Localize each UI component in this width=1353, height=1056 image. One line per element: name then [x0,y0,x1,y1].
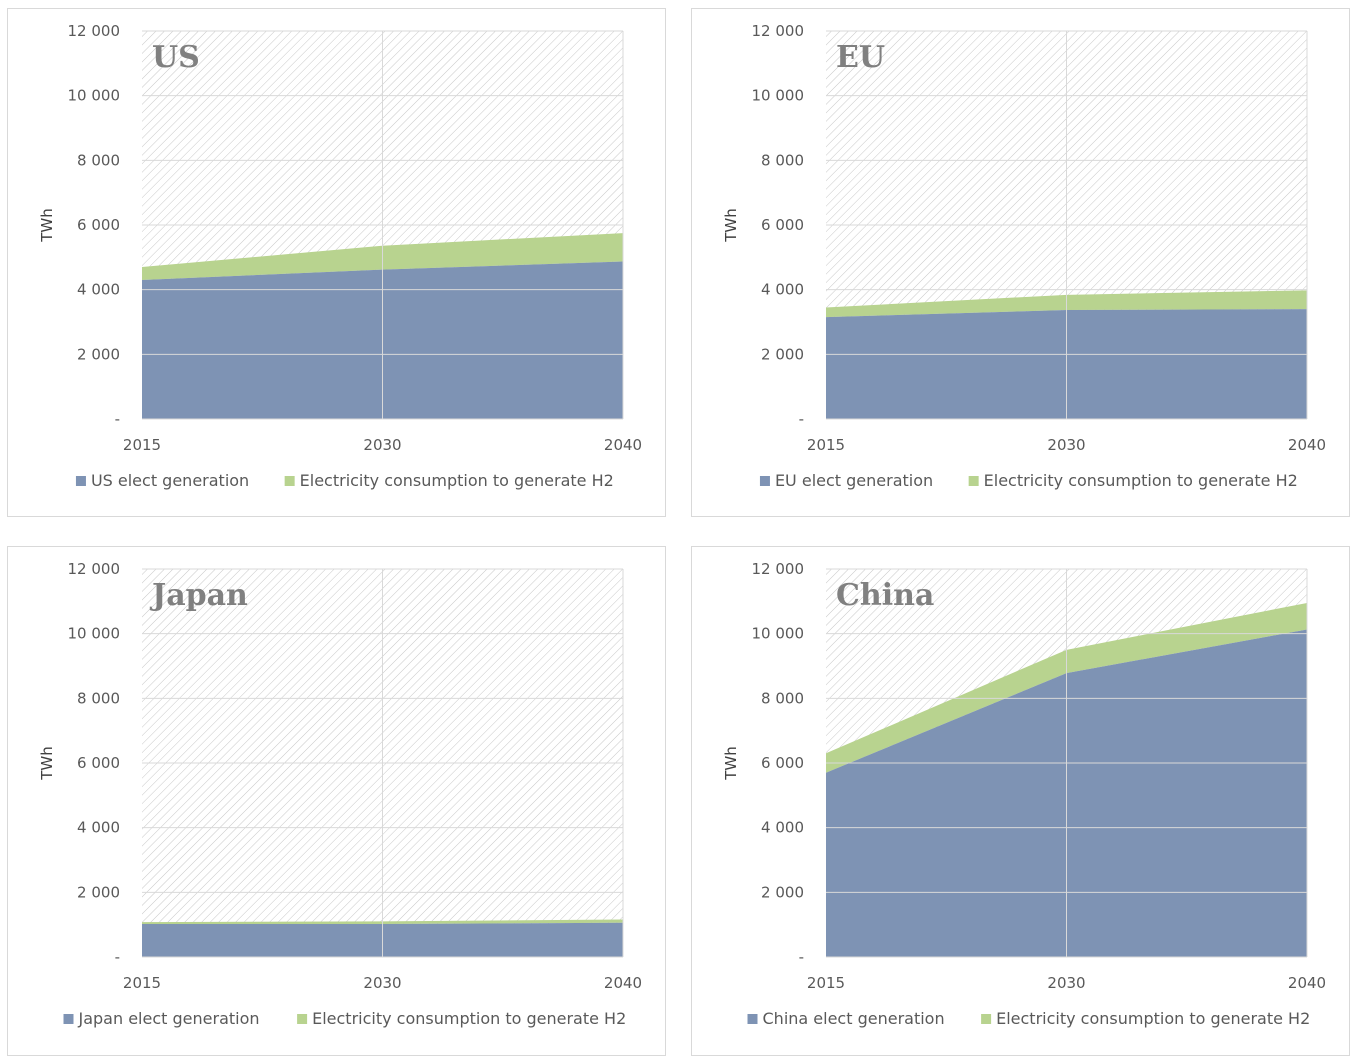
y-tick-label: 2 000 [761,345,804,363]
y-tick-label: 2 000 [77,883,120,901]
region-title-japan: Japan [149,578,248,613]
y-tick-label: - [115,410,120,428]
y-tick-label: 6 000 [77,216,120,234]
legend-swatch-generation [759,476,770,486]
y-tick-label: 4 000 [77,281,120,299]
region-title-us: US [152,40,200,75]
x-tick-label: 2030 [363,974,401,992]
legend-label-h2: Electricity consumption to generate H2 [300,471,614,490]
x-tick-label: 2015 [123,974,161,992]
x-tick-label: 2030 [1047,974,1085,992]
y-tick-label: 6 000 [761,754,804,772]
y-tick-label: 8 000 [77,151,120,169]
legend-swatch-h2 [968,476,979,486]
legend-label-generation: China elect generation [763,1009,945,1028]
legend-label-h2: Electricity consumption to generate H2 [984,471,1298,490]
y-tick-label: 10 000 [752,87,805,105]
y-tick-label: 10 000 [752,625,805,643]
x-tick-label: 2030 [1047,436,1085,454]
y-tick-label: 8 000 [761,689,804,707]
y-tick-label: 12 000 [752,22,805,40]
x-tick-label: 2040 [604,436,642,454]
x-tick-label: 2030 [363,436,401,454]
legend-label-generation: Japan elect generation [78,1009,260,1028]
legend-swatch-generation [75,476,86,486]
y-tick-label: 8 000 [761,151,804,169]
y-tick-label: 2 000 [77,345,120,363]
y-tick-label: 8 000 [77,689,120,707]
chart-svg: - 2 000 4 000 6 000 8 000 10 000 12 000 2015 203… [722,22,1326,490]
legend-swatch-h2 [981,1014,992,1024]
legend-swatch-generation [747,1014,758,1024]
chart-svg: - 2 000 4 000 6 000 8 000 10 000 12 000 2015 203… [38,22,642,490]
y-tick-label: 10 000 [68,87,121,105]
chart-svg: - 2 000 4 000 6 000 8 000 10 000 12 000 2015 203… [38,560,642,1028]
y-tick-label: 12 000 [68,560,121,578]
y-tick-label: 12 000 [752,560,805,578]
chart-panel-china: - 2 000 4 000 6 000 8 000 10 000 12 000 2015 203… [691,546,1350,1056]
region-title-china: China [836,578,934,613]
chart-svg: - 2 000 4 000 6 000 8 000 10 000 12 000 2015 203… [722,560,1326,1028]
x-tick-label: 2040 [604,974,642,992]
chart-panel-us: - 2 000 4 000 6 000 8 000 10 000 12 000 2015 203… [7,8,666,517]
chart-panel-eu: - 2 000 4 000 6 000 8 000 10 000 12 000 2015 203… [691,8,1350,517]
legend-label-generation: US elect generation [91,471,249,490]
y-tick-label: 2 000 [761,883,804,901]
chart-panel-japan: - 2 000 4 000 6 000 8 000 10 000 12 000 2015 203… [7,546,666,1056]
y-tick-label: 12 000 [68,22,121,40]
x-tick-label: 2015 [807,974,845,992]
legend-swatch-h2 [297,1014,308,1024]
y-tick-label: 10 000 [68,625,121,643]
y-tick-label: 4 000 [761,819,804,837]
x-tick-label: 2015 [123,436,161,454]
legend-label-h2: Electricity consumption to generate H2 [312,1009,626,1028]
y-axis-label: TWh [722,208,740,243]
legend-swatch-h2 [284,476,295,486]
legend-label-h2: Electricity consumption to generate H2 [996,1009,1310,1028]
y-tick-label: 6 000 [77,754,120,772]
legend-swatch-generation [63,1014,74,1024]
x-tick-label: 2040 [1288,436,1326,454]
y-axis-label: TWh [38,208,56,243]
y-tick-label: - [799,410,804,428]
y-tick-label: 4 000 [761,281,804,299]
y-tick-label: - [115,948,120,966]
x-tick-label: 2040 [1288,974,1326,992]
area-h2-consumption [826,602,1307,773]
y-axis-label: TWh [722,746,740,781]
legend-label-generation: EU elect generation [775,471,933,490]
y-tick-label: 6 000 [761,216,804,234]
y-axis-label: TWh [38,746,56,781]
x-tick-label: 2015 [807,436,845,454]
y-tick-label: - [799,948,804,966]
region-title-eu: EU [836,40,885,75]
y-tick-label: 4 000 [77,819,120,837]
